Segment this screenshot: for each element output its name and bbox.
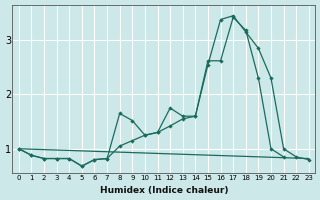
X-axis label: Humidex (Indice chaleur): Humidex (Indice chaleur) xyxy=(100,186,228,195)
